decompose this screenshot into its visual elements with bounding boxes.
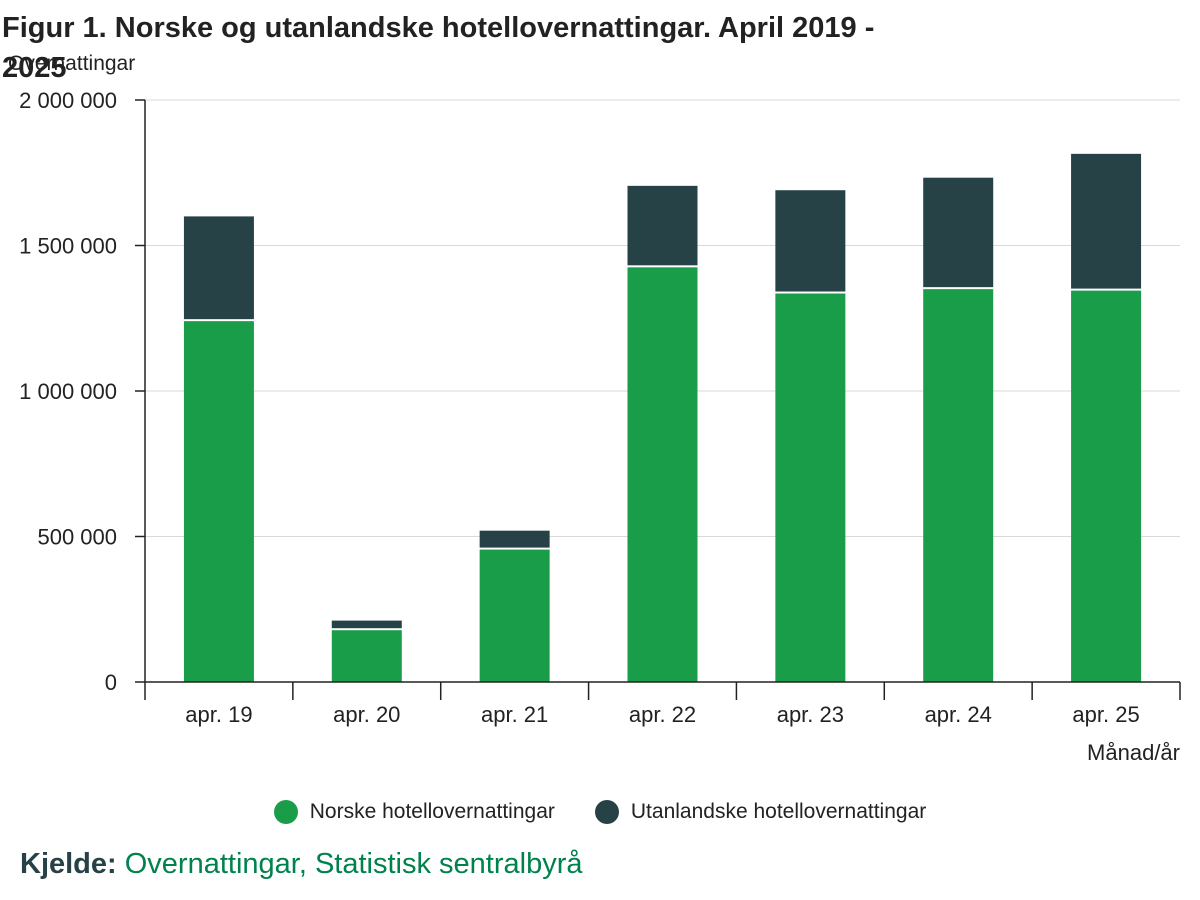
stacked-bar-chart: 0 500 000 1 000 000 1 500 000 2 000 000 apr. … bbox=[19, 88, 1181, 765]
legend-marker-norske bbox=[273, 800, 298, 824]
bar-utanlandske-apr-22[interactable] bbox=[627, 185, 698, 266]
x-axis-label: Månad/år bbox=[1087, 740, 1180, 765]
x-tick-label: apr. 25 bbox=[1072, 702, 1139, 727]
legend: Norske hotellovernattingar Utanlandske h… bbox=[0, 800, 1200, 824]
bar-utanlandske-apr-25[interactable] bbox=[1071, 153, 1142, 289]
y-tick-label: 1 500 000 bbox=[19, 234, 117, 259]
x-tick-label: apr. 21 bbox=[481, 702, 548, 727]
legend-marker-utanlandske bbox=[594, 800, 619, 824]
source-line: Kjelde: Overnattingar, Statistisk sentra… bbox=[20, 848, 583, 881]
bar-norske-apr-20[interactable] bbox=[331, 630, 402, 682]
x-tick-label: apr. 19 bbox=[185, 702, 252, 727]
source-link[interactable]: Overnattingar, Statistisk sentralbyrå bbox=[124, 848, 583, 880]
bar-norske-apr-21[interactable] bbox=[479, 549, 550, 682]
legend-label-norske: Norske hotellovernattingar bbox=[309, 800, 555, 823]
y-tick-label: 500 000 bbox=[37, 525, 117, 550]
bar-utanlandske-apr-23[interactable] bbox=[775, 190, 846, 292]
bar-utanlandske-apr-21[interactable] bbox=[479, 530, 550, 548]
bar-utanlandske-apr-24[interactable] bbox=[923, 177, 994, 288]
bar-norske-apr-23[interactable] bbox=[775, 293, 846, 682]
bar-utanlandske-apr-19[interactable] bbox=[183, 216, 254, 320]
legend-item-utanlandske[interactable]: Utanlandske hotellovernattingar bbox=[594, 800, 927, 824]
y-axis-label: Overnattingar bbox=[8, 52, 136, 75]
x-tick-label: apr. 23 bbox=[777, 702, 844, 727]
bar-utanlandske-apr-20[interactable] bbox=[331, 620, 402, 629]
bar-norske-apr-22[interactable] bbox=[627, 267, 698, 682]
chart-title: Figur 1. Norske og utanlandske hotellove… bbox=[2, 12, 875, 84]
x-tick-label: apr. 22 bbox=[629, 702, 696, 727]
axes: 0 500 000 1 000 000 1 500 000 2 000 000 apr. … bbox=[19, 88, 1181, 727]
legend-item-norske[interactable]: Norske hotellovernattingar bbox=[273, 800, 555, 824]
legend-label-utanlandske: Utanlandske hotellovernattingar bbox=[630, 800, 927, 823]
x-tick-label: apr. 24 bbox=[925, 702, 992, 727]
bar-norske-apr-24[interactable] bbox=[923, 289, 994, 682]
bar-norske-apr-19[interactable] bbox=[183, 321, 254, 682]
y-tick-label: 2 000 000 bbox=[19, 88, 117, 113]
y-tick-label: 1 000 000 bbox=[19, 379, 117, 404]
y-tick-label: 0 bbox=[105, 670, 117, 695]
source-label: Kjelde: bbox=[20, 848, 117, 880]
x-tick-label: apr. 20 bbox=[333, 702, 400, 727]
bar-norske-apr-25[interactable] bbox=[1071, 290, 1142, 682]
bars bbox=[183, 153, 1142, 682]
